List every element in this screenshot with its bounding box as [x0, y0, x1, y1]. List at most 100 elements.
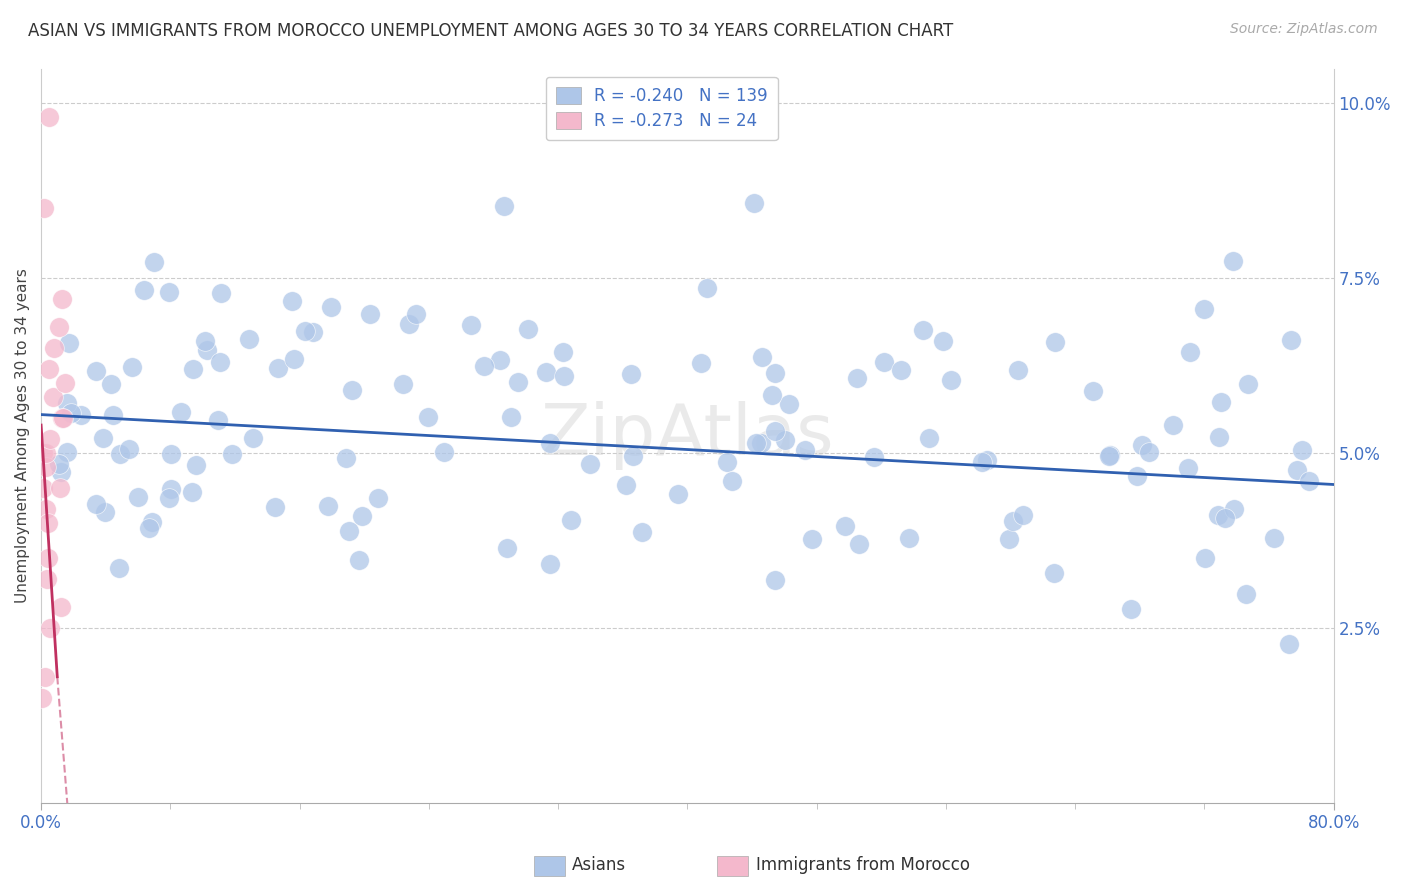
Point: [392, 376, 415, 391]
Point: [352, 508, 374, 523]
Point: [716, 455, 738, 469]
Point: [1130, 438, 1153, 452]
Point: [668, 486, 690, 500]
Point: [1194, 550, 1216, 565]
Point: [37, 572, 59, 586]
Point: [1012, 508, 1035, 522]
Point: [35, 446, 58, 460]
Point: [1081, 384, 1104, 398]
Point: [160, 447, 183, 461]
Point: [761, 388, 783, 402]
Point: [91, 431, 114, 445]
Point: [536, 365, 558, 379]
Point: [492, 199, 515, 213]
Point: [221, 447, 243, 461]
Point: [118, 442, 141, 457]
Point: [745, 436, 768, 450]
Point: [34, 670, 56, 684]
Point: [194, 334, 217, 348]
Point: [778, 397, 800, 411]
Point: [59, 406, 82, 420]
Point: [56, 445, 79, 459]
Point: [1286, 463, 1309, 477]
Point: [763, 573, 786, 587]
Point: [107, 560, 129, 574]
Point: [121, 360, 143, 375]
Point: [970, 455, 993, 469]
Point: [35, 460, 58, 475]
Point: [32, 202, 55, 216]
Point: [31, 690, 53, 705]
Point: [347, 553, 370, 567]
Point: [560, 513, 582, 527]
Point: [52, 411, 75, 425]
Point: [294, 324, 316, 338]
Text: Immigrants from Morocco: Immigrants from Morocco: [756, 856, 970, 874]
Point: [721, 474, 744, 488]
Point: [281, 294, 304, 309]
Point: [976, 452, 998, 467]
Point: [134, 284, 156, 298]
Point: [84, 497, 107, 511]
Point: [1263, 531, 1285, 545]
Point: [621, 449, 644, 463]
Point: [1126, 469, 1149, 483]
Point: [141, 515, 163, 529]
Point: [1043, 335, 1066, 350]
Point: [773, 433, 796, 447]
Point: [209, 286, 232, 301]
Point: [751, 350, 773, 364]
Point: [56, 396, 79, 410]
Point: [49, 599, 72, 614]
Point: [35, 502, 58, 516]
Point: [49, 465, 72, 479]
Point: [51, 411, 73, 425]
Point: [1223, 501, 1246, 516]
Point: [1099, 448, 1122, 462]
Point: [93, 505, 115, 519]
Point: [801, 532, 824, 546]
Point: [1002, 514, 1025, 528]
Point: [238, 332, 260, 346]
Point: [209, 355, 232, 369]
Point: [763, 366, 786, 380]
Point: [103, 408, 125, 422]
Point: [39, 432, 62, 446]
Point: [242, 431, 264, 445]
Point: [1161, 417, 1184, 432]
Point: [48, 481, 70, 495]
Point: [460, 318, 482, 332]
Point: [398, 317, 420, 331]
Point: [1177, 461, 1199, 475]
Point: [939, 373, 962, 387]
Point: [538, 558, 561, 572]
Point: [1194, 301, 1216, 316]
Point: [931, 334, 953, 348]
Text: ASIAN VS IMMIGRANTS FROM MOROCCO UNEMPLOYMENT AMONG AGES 30 TO 34 YEARS CORRELAT: ASIAN VS IMMIGRANTS FROM MOROCCO UNEMPLO…: [28, 22, 953, 40]
Point: [690, 356, 713, 370]
Point: [58, 335, 80, 350]
Point: [1119, 601, 1142, 615]
Point: [337, 524, 360, 538]
Point: [501, 409, 523, 424]
Point: [496, 541, 519, 555]
Point: [751, 436, 773, 450]
Point: [763, 425, 786, 439]
Point: [283, 351, 305, 366]
Point: [207, 413, 229, 427]
Point: [39, 621, 62, 635]
Point: [127, 490, 149, 504]
Point: [100, 377, 122, 392]
Point: [170, 405, 193, 419]
Point: [696, 281, 718, 295]
Point: [70, 408, 93, 422]
Point: [873, 354, 896, 368]
Point: [405, 307, 427, 321]
Point: [742, 195, 765, 210]
Point: [472, 359, 495, 373]
Point: [367, 491, 389, 506]
Point: [38, 362, 60, 376]
Point: [108, 447, 131, 461]
Point: [180, 485, 202, 500]
Point: [1291, 442, 1313, 457]
